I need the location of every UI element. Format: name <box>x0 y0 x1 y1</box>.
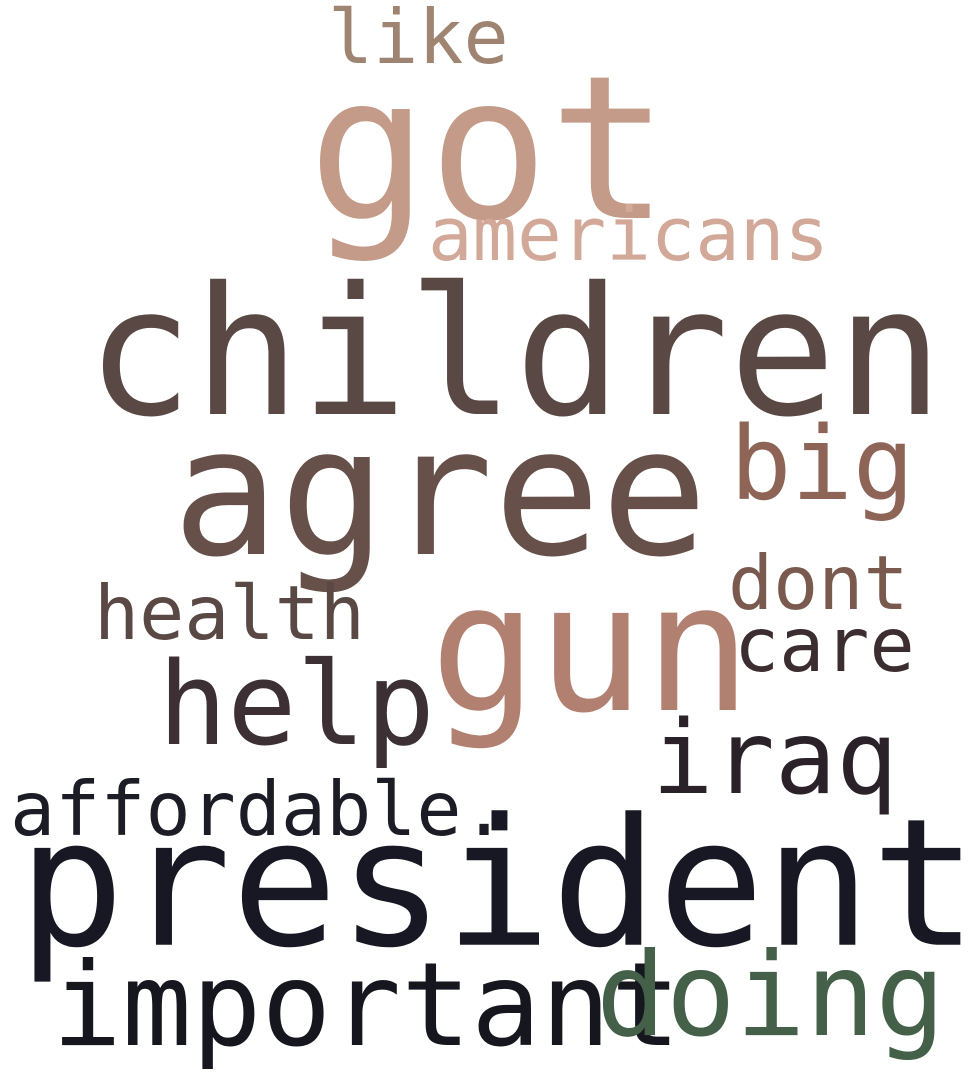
word-big: big <box>730 405 915 524</box>
word-important: important <box>52 938 681 1073</box>
word-gun: gun <box>430 545 752 752</box>
word-agree: agree <box>172 389 708 596</box>
word-care: care <box>734 601 915 689</box>
word-dont: dont <box>728 539 909 627</box>
word-got: got <box>308 33 670 266</box>
word-health: health <box>94 569 365 657</box>
word-doing: doing <box>596 928 946 1063</box>
word-president: president <box>18 780 978 988</box>
word-iraq: iraq <box>652 699 898 818</box>
word-help: help <box>158 638 435 772</box>
word-like: like <box>328 0 509 81</box>
word-children: children <box>86 249 944 456</box>
word-affordable: affordable. <box>10 765 507 853</box>
word-americans: americans <box>428 192 829 278</box>
